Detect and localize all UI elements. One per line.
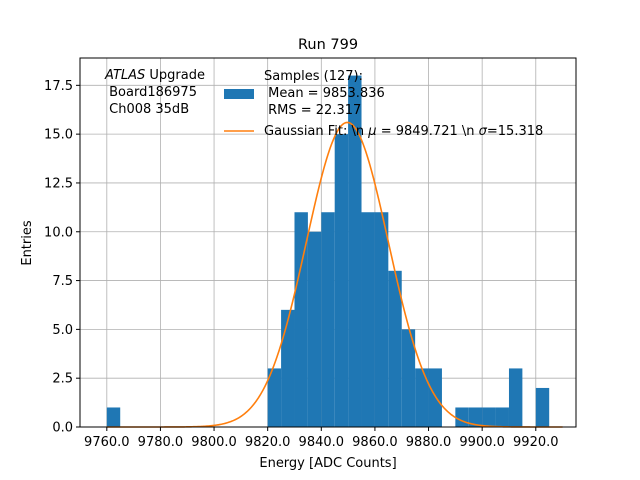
histogram-bars xyxy=(106,75,550,428)
y-tick-label: 12.5 xyxy=(44,176,73,191)
histogram-bar xyxy=(415,368,429,427)
histogram-bar xyxy=(307,231,322,427)
legend-samples-line-1: Samples (127): xyxy=(264,69,363,84)
y-tick-label: 10.0 xyxy=(44,225,73,240)
y-tick-label: 2.5 xyxy=(52,372,73,387)
legend: Samples (127): Mean = 9853.836 RMS = 22.… xyxy=(224,69,543,139)
x-tick-label: 9780.0 xyxy=(138,435,184,450)
histogram-bar xyxy=(106,407,121,427)
atlas-annotation: ATLAS Upgrade Board186975 Ch008 35dB xyxy=(104,68,205,117)
histogram-bar xyxy=(281,309,295,427)
x-tick-label: 9900.0 xyxy=(459,435,505,450)
annotation-line-1: ATLAS Upgrade xyxy=(104,68,205,83)
x-tick-label: 9820.0 xyxy=(245,435,291,450)
histogram-bar xyxy=(401,329,416,427)
histogram-bar xyxy=(455,407,469,427)
x-axis-ticks: 9760.0 9780.0 9800.0 9820.0 9840.0 9860.0 9880… xyxy=(84,427,559,450)
y-tick-label: 0.0 xyxy=(52,421,73,436)
x-tick-label: 9860.0 xyxy=(352,435,398,450)
legend-samples-line-3: RMS = 22.317 xyxy=(264,103,361,118)
chart-title: Run 799 xyxy=(298,37,358,53)
y-tick-label: 15.0 xyxy=(44,128,73,143)
legend-fit-label: Gaussian Fit: \n μ = 9849.721 \n σ=15.31… xyxy=(264,124,543,139)
y-tick-label: 5.0 xyxy=(52,323,73,338)
histogram-bar xyxy=(348,75,362,428)
annotation-line-2: Board186975 xyxy=(105,85,197,100)
histogram-bar xyxy=(468,407,483,427)
histogram-bar xyxy=(482,407,496,427)
x-tick-label: 9840.0 xyxy=(299,435,345,450)
x-tick-label: 9920.0 xyxy=(513,435,559,450)
x-tick-label: 9880.0 xyxy=(406,435,452,450)
histogram-bar xyxy=(508,368,523,427)
histogram-bar xyxy=(267,368,282,427)
x-axis-label: Energy [ADC Counts] xyxy=(259,456,396,471)
histogram-bar xyxy=(361,212,375,427)
histogram-bar xyxy=(535,387,550,427)
x-tick-label: 9800.0 xyxy=(191,435,237,450)
y-axis-label: Entries xyxy=(20,220,35,266)
legend-samples-line-2: Mean = 9853.836 xyxy=(264,86,385,101)
histogram-bar xyxy=(428,368,442,427)
x-tick-label: 9760.0 xyxy=(84,435,130,450)
y-axis-ticks: 0.0 2.5 5.0 7.5 10.0 12.5 15.0 17.5 xyxy=(44,79,80,436)
plot-frame xyxy=(79,57,577,428)
annotation-line-3: Ch008 35dB xyxy=(105,102,189,117)
y-tick-label: 17.5 xyxy=(44,79,73,94)
histogram-bar xyxy=(334,134,349,427)
histogram-bar xyxy=(321,212,335,427)
histogram-bar xyxy=(294,212,308,427)
legend-samples-swatch xyxy=(224,89,254,99)
histogram-bar xyxy=(495,407,509,427)
histogram-bar xyxy=(388,270,402,427)
histogram-bar xyxy=(374,212,389,427)
y-tick-label: 7.5 xyxy=(52,274,73,289)
